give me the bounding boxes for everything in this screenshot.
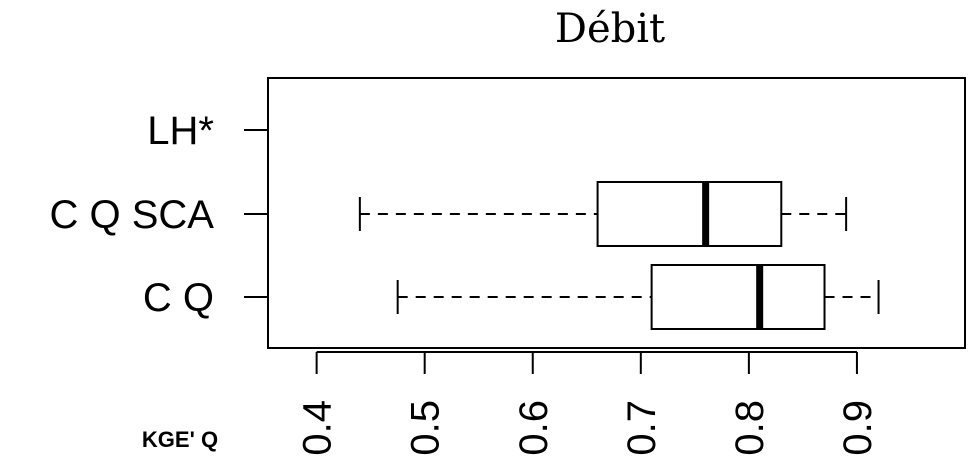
x-tick-label: 0.8 [728,400,772,456]
category-label: C Q SCA [50,193,215,237]
iqr-box [596,181,783,247]
x-tick-label: 0.6 [512,400,556,456]
x-tick-label: 0.4 [296,400,340,456]
iqr-box [650,264,826,330]
x-tick-label: 0.7 [620,400,664,456]
box-layer [358,181,880,330]
category-axis: LH* C Q SCA C Q [50,109,268,320]
x-axis: 0.4 0.5 0.6 0.7 0.8 0.9 [296,351,880,456]
x-tick-label: 0.9 [836,400,880,456]
category-label: C Q [143,276,214,320]
x-axis-label: KGE' Q [142,427,218,452]
box-2 [396,264,880,330]
box-1 [358,181,848,247]
x-tick-label: 0.5 [404,400,448,456]
category-label: LH* [147,109,214,153]
chart-title: Débit [555,6,665,52]
